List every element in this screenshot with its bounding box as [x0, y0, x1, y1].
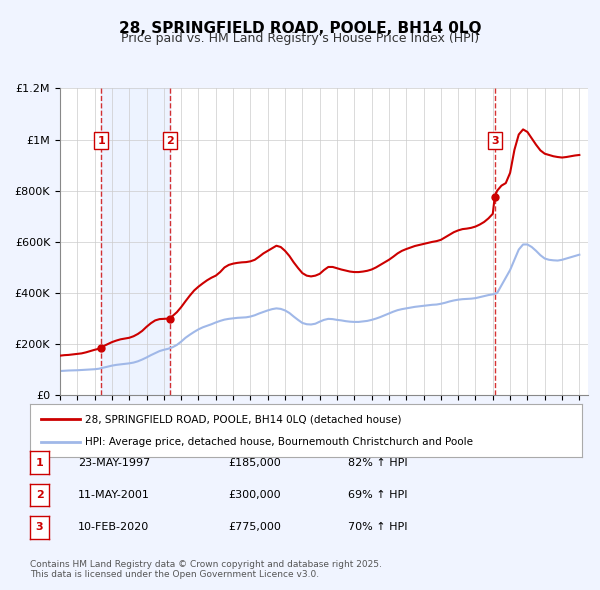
Text: Contains HM Land Registry data © Crown copyright and database right 2025.
This d: Contains HM Land Registry data © Crown c…	[30, 560, 382, 579]
Text: £185,000: £185,000	[228, 458, 281, 467]
Text: 28, SPRINGFIELD ROAD, POOLE, BH14 0LQ: 28, SPRINGFIELD ROAD, POOLE, BH14 0LQ	[119, 21, 481, 35]
Text: 11-MAY-2001: 11-MAY-2001	[78, 490, 150, 500]
Text: 1: 1	[36, 458, 43, 467]
Text: £300,000: £300,000	[228, 490, 281, 500]
Text: 69% ↑ HPI: 69% ↑ HPI	[348, 490, 407, 500]
Text: 2: 2	[166, 136, 174, 146]
Bar	[101, 88, 170, 395]
Text: 28, SPRINGFIELD ROAD, POOLE, BH14 0LQ (detached house): 28, SPRINGFIELD ROAD, POOLE, BH14 0LQ (d…	[85, 414, 402, 424]
Text: 1: 1	[97, 136, 105, 146]
Text: 23-MAY-1997: 23-MAY-1997	[78, 458, 150, 467]
Text: HPI: Average price, detached house, Bournemouth Christchurch and Poole: HPI: Average price, detached house, Bour…	[85, 437, 473, 447]
Text: 3: 3	[36, 523, 43, 532]
Text: 3: 3	[491, 136, 499, 146]
Text: Price paid vs. HM Land Registry's House Price Index (HPI): Price paid vs. HM Land Registry's House …	[121, 32, 479, 45]
Text: 70% ↑ HPI: 70% ↑ HPI	[348, 523, 407, 532]
Text: £775,000: £775,000	[228, 523, 281, 532]
Text: 2: 2	[36, 490, 43, 500]
Text: 10-FEB-2020: 10-FEB-2020	[78, 523, 149, 532]
Text: 82% ↑ HPI: 82% ↑ HPI	[348, 458, 407, 467]
